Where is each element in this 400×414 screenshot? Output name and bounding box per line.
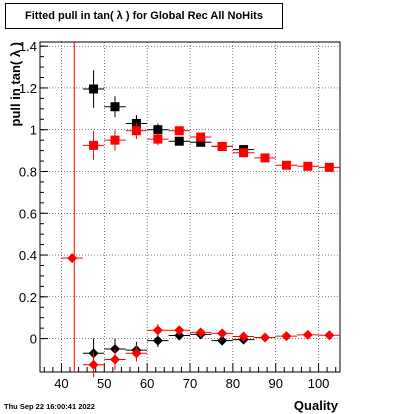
diamond-marker <box>324 330 335 341</box>
diamond-marker <box>88 359 99 370</box>
diamond-marker <box>302 329 313 340</box>
square-marker <box>239 148 249 158</box>
diamond-marker <box>174 330 185 341</box>
y-tick-label: 1 <box>30 123 37 138</box>
square-marker <box>303 161 313 171</box>
diamond-marker <box>260 332 270 343</box>
chart-title: Fitted pull in tan( λ ) for Global Rec A… <box>25 10 263 22</box>
x-tick-label: 50 <box>97 376 111 391</box>
data-point-diamond <box>254 332 276 343</box>
data-point-diamond <box>125 344 148 362</box>
data-point-diamond <box>82 352 105 378</box>
data-point-square <box>318 162 340 172</box>
square-marker <box>196 137 206 147</box>
square-marker <box>89 140 99 150</box>
square-marker <box>196 132 206 142</box>
diamond-marker <box>238 331 249 342</box>
y-tick-label: 0.4 <box>19 248 37 263</box>
x-tick-label: 70 <box>183 376 197 391</box>
data-point-diamond <box>168 325 190 336</box>
chart-title-box: Fitted pull in tan( λ ) for Global Rec A… <box>5 3 283 29</box>
data-point-diamond <box>275 331 298 342</box>
data-point-square <box>190 132 212 142</box>
data-point-square <box>297 161 319 171</box>
data-point-diamond <box>190 327 212 338</box>
y-tick-label: 1.4 <box>19 39 37 54</box>
diamond-marker <box>152 335 163 346</box>
diamond-marker <box>110 354 120 365</box>
data-point-square <box>168 136 190 146</box>
square-marker <box>174 136 184 146</box>
x-tick-label: 100 <box>308 376 330 391</box>
data-point-diamond <box>211 335 233 346</box>
y-tick-label: 0 <box>30 332 37 347</box>
data-markers <box>61 70 340 378</box>
x-tick-label: 60 <box>140 376 154 391</box>
square-marker <box>153 134 163 144</box>
data-point-square <box>104 129 126 151</box>
y-axis-label: pull in tan( λ ) <box>8 42 23 127</box>
axis-ticks: 0 0.2 0.4 0.6 0.8 1 1.2 1.4 40 50 60 70 80 90 100 <box>19 39 337 391</box>
diamond-marker <box>131 348 142 359</box>
square-marker <box>110 102 120 112</box>
data-point-diamond <box>232 331 255 342</box>
square-marker <box>174 126 184 136</box>
square-marker <box>153 125 163 135</box>
square-marker <box>110 135 120 145</box>
y-tick-label: 1.2 <box>19 81 37 96</box>
diamond-marker <box>217 328 228 339</box>
diamond-marker <box>281 331 292 342</box>
data-point-diamond <box>318 330 340 341</box>
grid-lines <box>40 42 340 372</box>
footer-timestamp: Thu Sep 22 16:00:41 2022 <box>4 402 95 411</box>
diamond-marker <box>67 253 78 264</box>
x-tick-label: 40 <box>54 376 68 391</box>
square-marker <box>260 153 270 163</box>
data-point-diamond <box>61 253 83 264</box>
y-tick-label: 0.8 <box>19 164 37 179</box>
data-point-diamond <box>147 334 169 347</box>
data-point-square <box>147 132 169 146</box>
data-point-square <box>254 153 276 163</box>
data-point-square <box>125 122 148 140</box>
x-tick-label: 80 <box>226 376 240 391</box>
data-point-diamond <box>297 329 319 340</box>
data-point-square <box>275 160 298 170</box>
data-point-square <box>232 148 255 158</box>
data-point-square <box>211 141 233 151</box>
y-tick-label: 0.6 <box>19 206 37 221</box>
square-marker <box>281 160 291 170</box>
data-point-diamond <box>147 323 169 337</box>
y-tick-label: 0.2 <box>19 290 37 305</box>
x-axis-label: Quality <box>294 398 339 413</box>
diamond-marker <box>217 335 228 346</box>
square-marker <box>131 126 141 136</box>
diamond-marker <box>195 327 206 338</box>
x-tick-label: 90 <box>268 376 282 391</box>
data-point-diamond <box>211 328 233 339</box>
square-marker <box>89 84 99 94</box>
square-marker <box>217 141 227 151</box>
data-point-square <box>104 96 126 118</box>
data-point-square <box>82 130 105 161</box>
data-point-diamond <box>104 349 126 370</box>
data-point-square <box>168 126 190 136</box>
data-point-square <box>82 70 105 108</box>
square-marker <box>324 162 334 172</box>
diamond-marker <box>152 325 163 336</box>
diamond-marker <box>174 325 185 336</box>
